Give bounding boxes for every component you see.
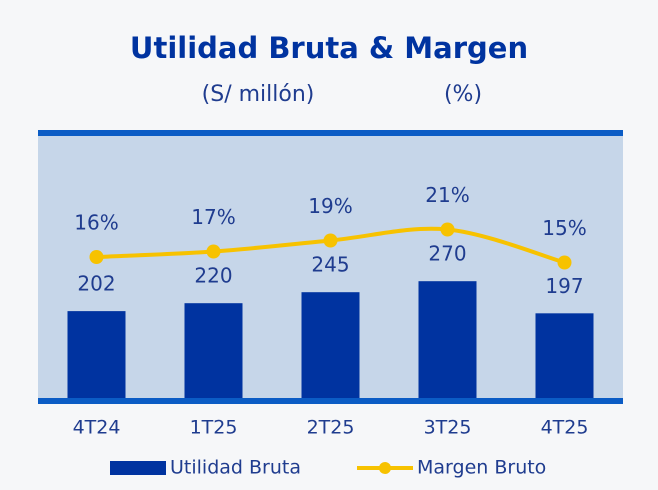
bar <box>184 303 243 400</box>
bar <box>418 281 477 400</box>
top-border <box>38 130 623 136</box>
bar <box>67 311 126 400</box>
data-label: 15% <box>542 216 586 240</box>
y-axis-label: (S/ millón) <box>202 82 315 107</box>
data-label: 220 <box>194 264 232 288</box>
line-point <box>89 250 104 264</box>
data-label: 16% <box>74 211 118 235</box>
line-point <box>206 244 221 259</box>
data-label: 17% <box>191 205 235 229</box>
data-label: 270 <box>428 242 466 266</box>
line-point <box>440 222 455 237</box>
legend-swatch <box>110 461 166 475</box>
data-label: 21% <box>425 183 469 207</box>
x-tick-label: 1T25 <box>190 417 238 439</box>
x-tick-label: 4T24 <box>73 417 121 439</box>
data-label: 202 <box>77 272 115 296</box>
bar <box>301 292 360 400</box>
bottom-border <box>38 398 623 404</box>
x-tick-label: 2T25 <box>307 417 355 439</box>
line-point <box>323 233 338 248</box>
legend-label: Margen Bruto <box>417 457 546 479</box>
data-label: 245 <box>311 253 349 277</box>
y2-axis-label: (%) <box>444 82 482 107</box>
legend-label: Utilidad Bruta <box>170 457 301 479</box>
x-tick-label: 4T25 <box>541 417 589 439</box>
line-point <box>557 255 572 270</box>
legend-swatch-dot <box>379 462 391 474</box>
bar <box>535 313 594 400</box>
data-label: 19% <box>308 194 352 218</box>
data-label: 197 <box>545 274 583 298</box>
chart-title: Utilidad Bruta & Margen <box>130 31 528 65</box>
x-tick-label: 3T25 <box>424 417 472 439</box>
